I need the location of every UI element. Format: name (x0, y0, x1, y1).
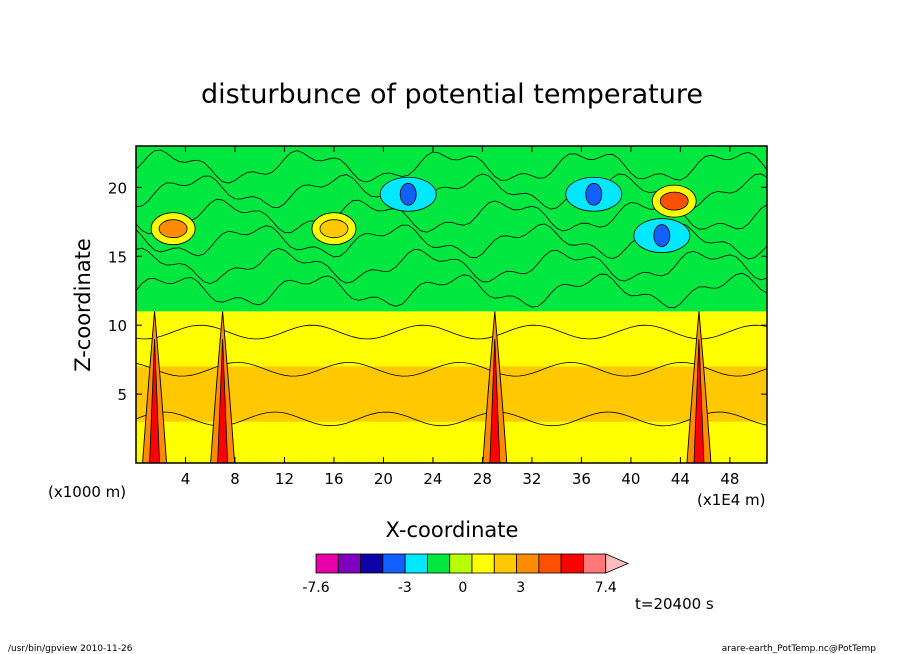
convective-plume-core (693, 338, 705, 463)
x-tick-label: 48 (720, 470, 739, 488)
x-unit-left: (x1000 m) (48, 483, 126, 501)
colorbar-cell (449, 553, 473, 574)
contour-line (136, 411, 767, 427)
contour-line (136, 324, 767, 340)
convective-plume-core (149, 338, 160, 463)
x-tick-label: 16 (324, 470, 343, 488)
colorbar-cell (516, 553, 540, 574)
footer-right: arare-earth_PotTemp.nc@PotTemp (722, 644, 877, 654)
convective-plume-core (217, 338, 229, 463)
x-tick-label: 32 (522, 470, 541, 488)
chart-title: disturbunce of potential temperature (201, 79, 703, 110)
footer-left: /usr/bin/gpview 2010-11-26 (8, 644, 133, 654)
x-axis-label: X-coordinate (386, 518, 519, 542)
colorbar-cell (560, 553, 584, 574)
x-axis-ticks: 4 8 12 16 20 24 28 32 36 40 44 48 (181, 146, 739, 488)
x-tick-label: 44 (671, 470, 690, 488)
colorbar-cell (404, 553, 428, 574)
convective-plume-core (489, 338, 501, 463)
y-tick-label: 10 (108, 317, 127, 335)
field-layer (136, 366, 767, 422)
plot-frame (135, 145, 768, 464)
y-axis-label: Z-coordinate (71, 238, 95, 372)
colorbar-cell (382, 553, 406, 574)
y-tick-label: 20 (108, 179, 127, 197)
contour-line (136, 149, 767, 184)
cold-anomaly-core (653, 224, 671, 247)
warm-anomaly-core (158, 219, 188, 239)
plot-area (136, 146, 767, 463)
colorbar-cell (583, 553, 607, 574)
time-label: t=20400 s (635, 595, 714, 613)
colorbar-tick-label: -7.6 (302, 580, 329, 596)
contour-line (136, 272, 767, 309)
x-unit-right: (x1E4 m) (697, 491, 766, 509)
colorbar-tick-label: 3 (516, 580, 525, 596)
x-tick-label: 24 (423, 470, 442, 488)
cold-anomaly-core (585, 182, 603, 206)
x-tick-label: 8 (230, 470, 240, 488)
x-tick-label: 40 (621, 470, 640, 488)
colorbar-cell (605, 553, 630, 574)
y-axis-ticks: 5 10 15 20 (108, 179, 767, 404)
warm-anomaly-core (319, 219, 349, 239)
colorbar-cell (493, 553, 517, 574)
x-tick-label: 4 (181, 470, 191, 488)
contour-line (136, 361, 767, 377)
colorbar: -7.6 -3 0 3 7.4 (302, 553, 630, 596)
contour-line (136, 247, 767, 285)
colorbar-cell (538, 553, 562, 574)
cold-anomaly-core (399, 182, 417, 206)
y-tick-label: 5 (117, 386, 127, 404)
colorbar-tick-label: -3 (398, 580, 412, 596)
colorbar-cell (471, 553, 495, 574)
x-tick-label: 20 (374, 470, 393, 488)
colorbar-cell (427, 553, 451, 574)
colorbar-tick-label: 0 (458, 580, 467, 596)
colorbar-cell (337, 553, 361, 574)
y-tick-label: 15 (108, 248, 127, 266)
x-tick-label: 28 (473, 470, 492, 488)
x-tick-label: 12 (275, 470, 294, 488)
warm-anomaly-core (659, 191, 689, 211)
colorbar-tick-label: 7.4 (595, 580, 617, 596)
colorbar-cell (360, 553, 384, 574)
x-tick-label: 36 (572, 470, 591, 488)
colorbar-cell (315, 553, 339, 574)
